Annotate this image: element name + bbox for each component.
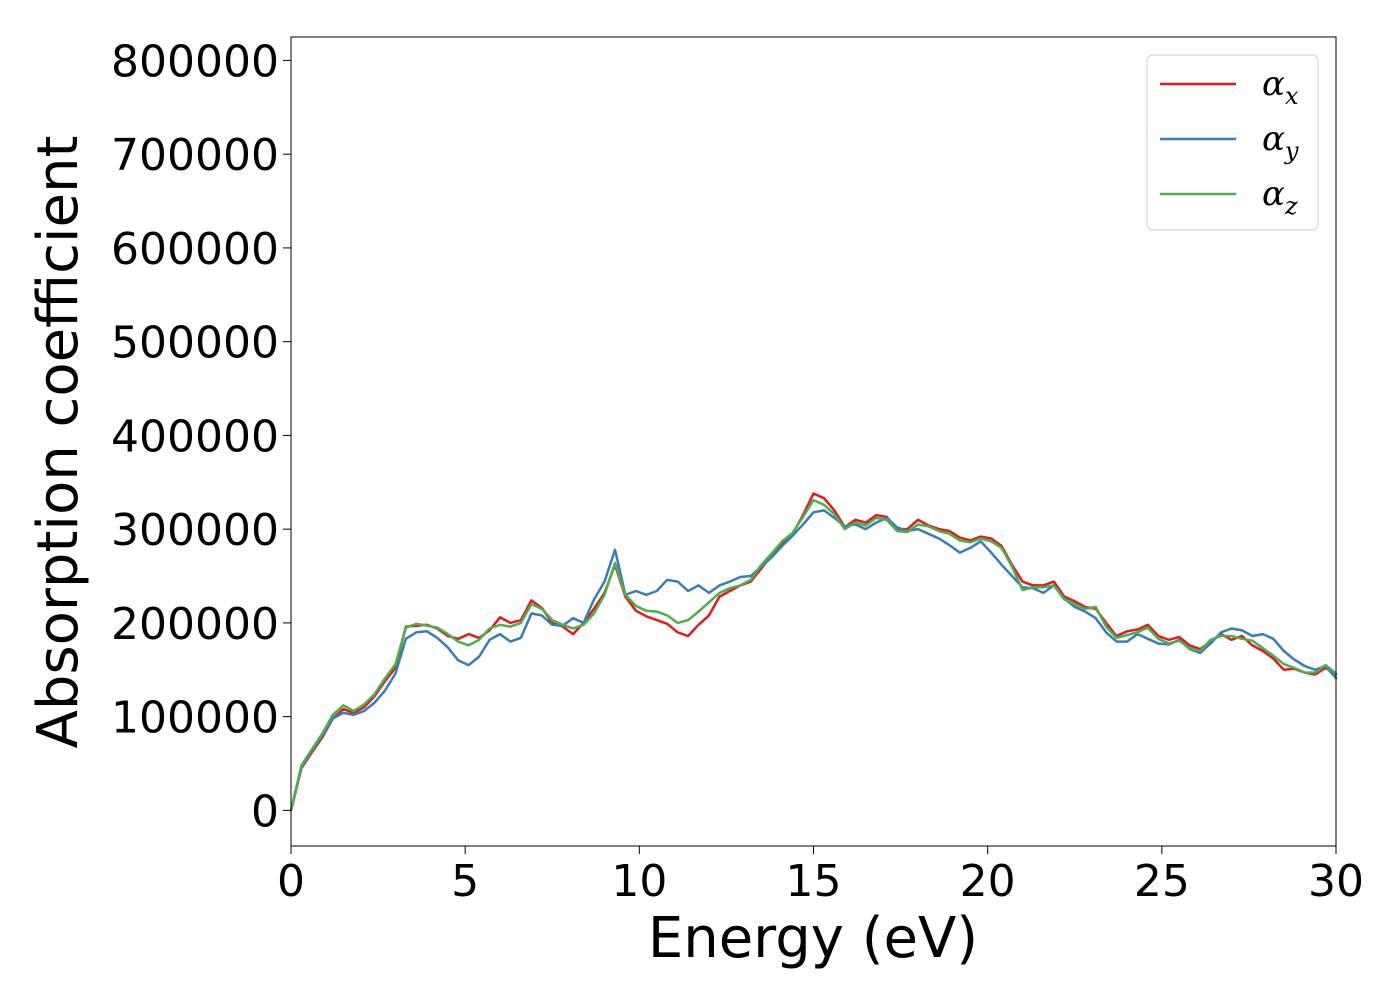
y-tick-label-7: 700000	[111, 130, 279, 181]
y-tick-label-2: 200000	[111, 599, 279, 650]
legend-subscript: x	[1285, 82, 1299, 110]
legend-label-alpha-y: αy	[1262, 119, 1299, 165]
legend-label-alpha-x: αx	[1262, 64, 1299, 110]
y-tick-label-6: 600000	[111, 224, 279, 275]
legend-symbol: α	[1262, 174, 1285, 214]
plot-lines	[289, 492, 1338, 812]
x-tick-label-5: 25	[1134, 856, 1190, 907]
y-tick-label-5: 500000	[111, 318, 279, 369]
x-tick-label-2: 10	[611, 856, 667, 907]
legend-subscript: z	[1284, 192, 1298, 220]
series-line-alpha-y	[289, 509, 1338, 812]
y-axis-title: Absorption coefficient	[26, 136, 91, 749]
series-line-alpha-z	[289, 498, 1338, 812]
y-tick-label-8: 800000	[111, 36, 279, 87]
legend-box	[1146, 54, 1319, 231]
y-axis: 0 100000 200000 300000 400000 500000 600000 700…	[111, 36, 291, 837]
legend-symbol: α	[1262, 119, 1285, 159]
x-axis: 0 5 10 15 20 25 30	[277, 846, 1364, 907]
y-tick-label-0: 0	[251, 786, 279, 837]
x-tick-label-0: 0	[277, 856, 305, 907]
legend-symbol: α	[1262, 64, 1285, 104]
legend-subscript: y	[1284, 137, 1299, 165]
y-tick-label-4: 400000	[111, 411, 279, 462]
y-tick-label-3: 300000	[111, 505, 279, 556]
x-axis-title: Energy (eV)	[648, 906, 978, 971]
x-tick-label-3: 15	[786, 856, 842, 907]
x-tick-label-1: 5	[451, 856, 479, 907]
x-tick-label-4: 20	[960, 856, 1016, 907]
y-tick-label-1: 100000	[111, 693, 279, 744]
x-tick-label-6: 30	[1308, 856, 1364, 907]
series-line-alpha-x	[289, 492, 1338, 812]
legend-label-alpha-z: αz	[1262, 174, 1298, 220]
